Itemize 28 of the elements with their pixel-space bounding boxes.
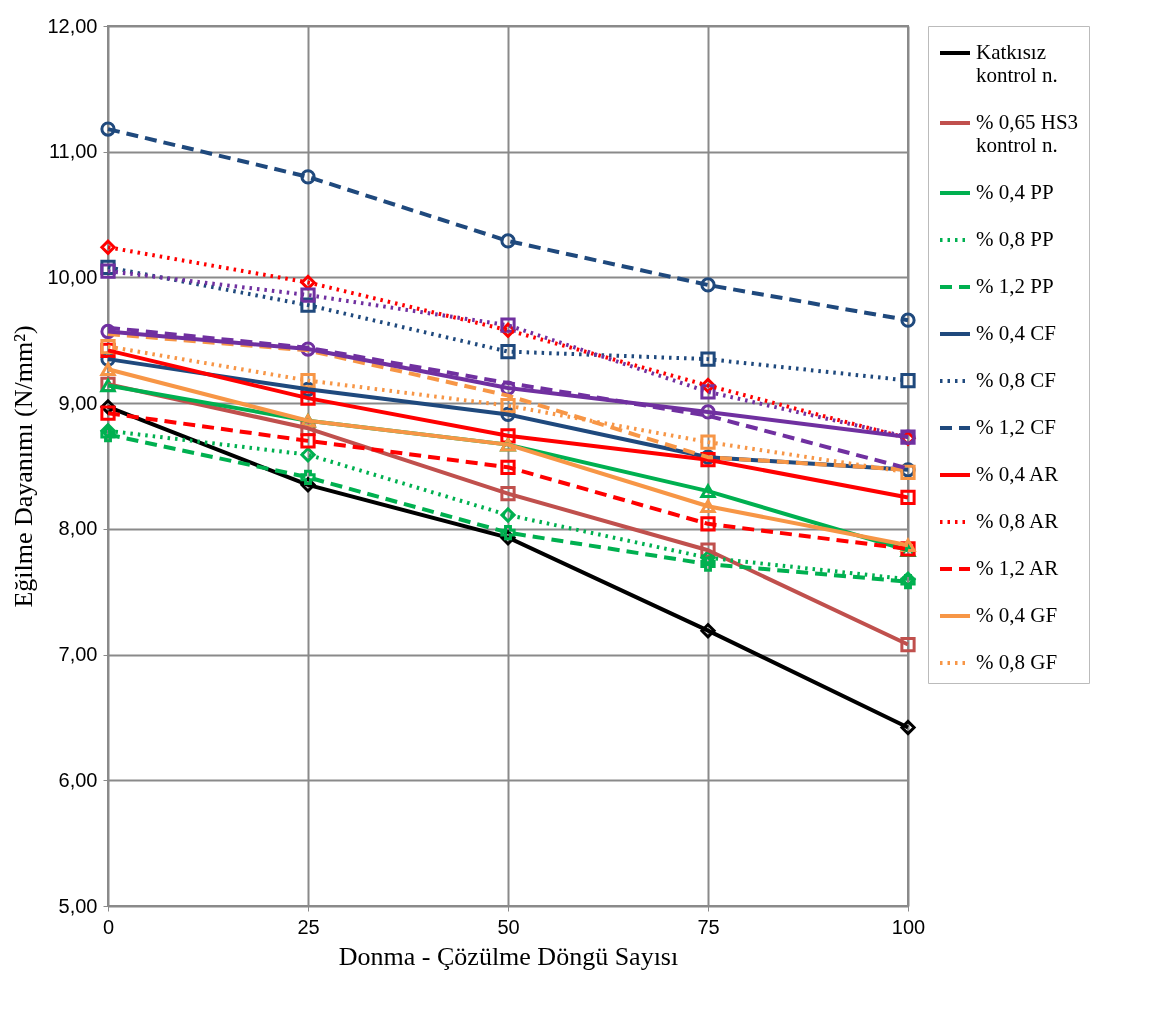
x-tick-label: 100 — [891, 915, 926, 938]
legend-label: % 0,8 GF — [976, 650, 1058, 674]
legend-label: % 0,4 PP — [976, 180, 1054, 204]
y-tick-label: 8,00 — [58, 517, 98, 540]
legend-label: % 0,8 CF — [976, 368, 1056, 392]
legend-label: % 1,2 PP — [976, 274, 1054, 298]
y-tick-label: 10,00 — [47, 265, 98, 288]
y-tick-label: 6,00 — [58, 768, 98, 791]
x-axis-title: Donma - Çözülme Döngü Sayısı — [338, 941, 679, 971]
legend-label: % 1,2 AR — [976, 556, 1059, 580]
legend-label: Katkısız kontrol n. — [976, 40, 1058, 87]
x-tick-label: 75 — [697, 915, 720, 938]
legend-label: % 0,4 AR — [976, 462, 1059, 486]
y-tick-label: 11,00 — [48, 140, 98, 163]
legend-label: % 0,4 GF — [976, 603, 1058, 627]
x-tick-label: 50 — [497, 915, 520, 938]
x-tick-label: 0 — [102, 915, 115, 938]
legend-label: % 0,4 CF — [976, 321, 1056, 345]
legend-label: % 1,2 CF — [976, 415, 1056, 439]
y-tick-label: 5,00 — [58, 894, 98, 917]
y-tick-label: 7,00 — [58, 643, 98, 666]
x-tick-label: 25 — [297, 915, 320, 938]
legend-label: % 0,65 HS3 kontrol n. — [976, 110, 1079, 157]
legend-label: % 0,8 AR — [976, 509, 1059, 533]
legend-label: % 0,8 PP — [976, 227, 1054, 251]
y-tick-label: 12,00 — [47, 14, 98, 37]
y-axis-title: Eğilme Dayanımı (N/mm²) — [9, 325, 39, 608]
y-tick-label: 9,00 — [58, 391, 98, 414]
